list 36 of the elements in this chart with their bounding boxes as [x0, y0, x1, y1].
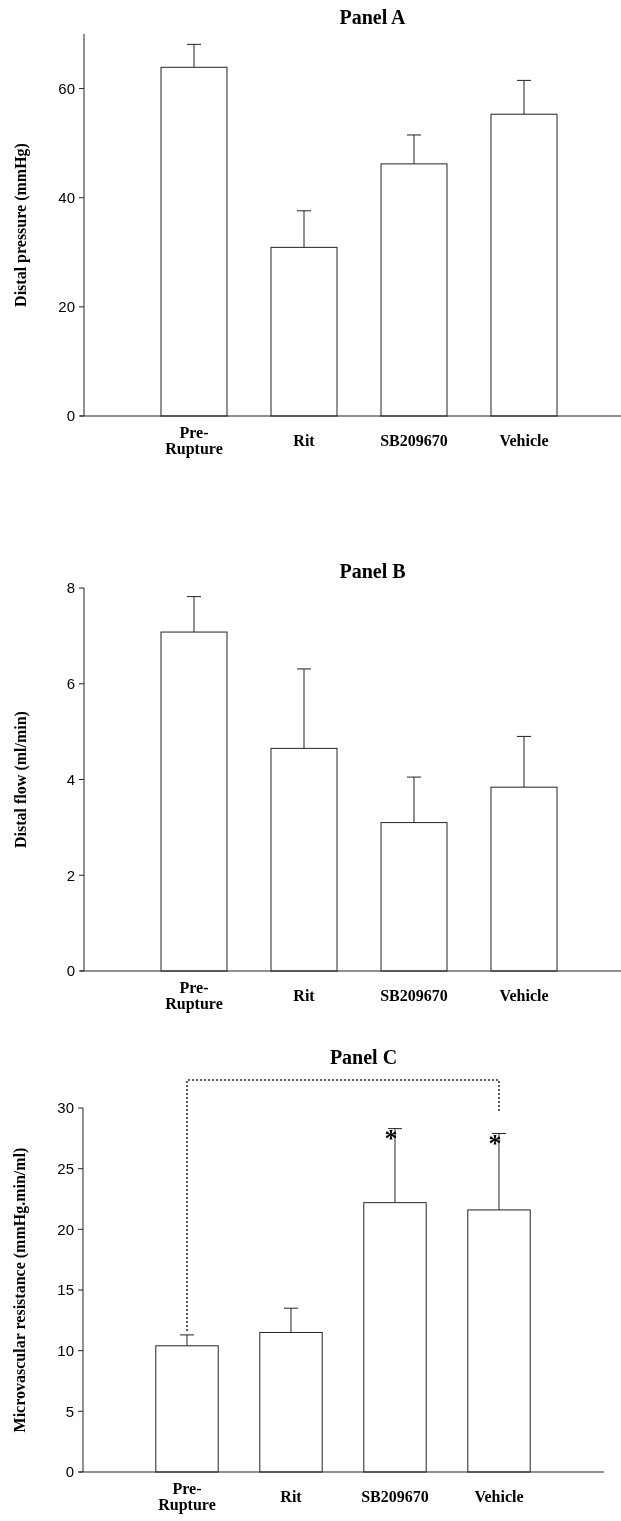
x-tick-label: Vehicle [499, 987, 549, 1004]
y-tick-label: 20 [57, 1220, 74, 1238]
y-tick-label: 4 [66, 770, 75, 788]
y-tick-label: 20 [58, 298, 75, 316]
y-tick-label: 60 [58, 79, 75, 97]
x-tick-label: Pre-Rupture [165, 424, 223, 458]
x-tick-label: SB209670 [380, 987, 448, 1004]
x-tick-label: Vehicle [499, 432, 549, 449]
x-tick-label: Vehicle [474, 1488, 524, 1505]
y-tick-label: 0 [66, 407, 75, 425]
y-tick-label: 6 [66, 675, 75, 692]
x-tick-label: Pre-Rupture [158, 1480, 216, 1514]
x-tick-label: Pre-Rupture [165, 979, 223, 1013]
x-tick-label: Rit [280, 1488, 303, 1505]
y-tick-label: 2 [66, 866, 75, 884]
y-tick-label: 15 [57, 1281, 74, 1299]
x-tick-label: SB209670 [380, 432, 448, 449]
y-axis-title: Microvascular resistance (mmHg.min/ml) [11, 1147, 29, 1433]
x-tick-label: Rit [293, 987, 316, 1004]
y-axis-title: Distal pressure (mmHg) [12, 143, 30, 307]
y-tick-label: 40 [58, 188, 75, 206]
x-tick-label: Rit [293, 432, 316, 449]
y-tick-label: 0 [66, 962, 75, 980]
y-tick-label: 25 [57, 1159, 74, 1177]
chart-title: Panel B [339, 560, 406, 582]
chart-title: Panel A [339, 6, 407, 28]
chart-title: Panel C [329, 1046, 398, 1068]
annotation: * [488, 1128, 502, 1158]
y-tick-label: 30 [57, 1099, 74, 1117]
y-tick-label: 0 [65, 1463, 74, 1481]
annotation: * [384, 1123, 398, 1153]
y-tick-label: 8 [66, 579, 75, 597]
y-axis-title: Distal flow (ml/min) [12, 711, 30, 848]
x-tick-label: SB209670 [361, 1488, 429, 1505]
y-tick-label: 10 [57, 1341, 74, 1359]
y-tick-label: 5 [65, 1402, 74, 1420]
